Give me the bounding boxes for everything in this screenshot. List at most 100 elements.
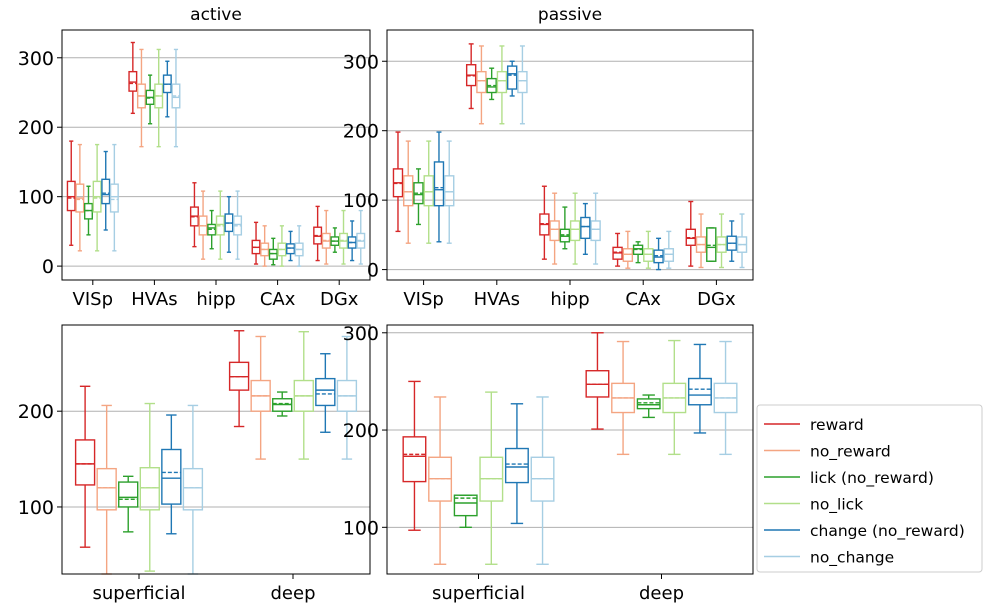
box-lick-no-reward--visp: [413, 168, 424, 226]
box-lick-no-reward--hvas: [145, 74, 155, 125]
box-iqr: [139, 466, 160, 511]
box-iqr: [687, 377, 712, 406]
box-no-lick-visp: [423, 140, 434, 244]
y-tick-label: 300: [18, 48, 54, 70]
box-no-lick-deep: [662, 339, 687, 456]
box-lick-no-reward--superficial: [118, 475, 139, 533]
box-reward-deep: [228, 330, 250, 428]
box-no-lick-hipp: [215, 190, 225, 260]
legend-label: reward: [810, 416, 864, 434]
box-iqr: [549, 220, 560, 242]
box-reward-visp: [392, 131, 404, 233]
y-tick-label: 100: [343, 517, 379, 539]
box-reward-dgx: [313, 205, 323, 262]
box-lick-no-reward--hipp: [207, 209, 217, 250]
box-reward-superficial: [402, 380, 427, 531]
box-iqr: [517, 70, 528, 94]
box-no-change-deep: [336, 335, 358, 460]
box-no-change-cax: [294, 225, 304, 267]
axes-frame: [386, 324, 754, 575]
legend-item-lick: lick (no_reward): [764, 469, 934, 488]
box-change-no-reward--cax: [653, 237, 664, 271]
panel-4: 100 200 300 superficial deep: [343, 323, 754, 604]
box-no-change-hvas: [517, 45, 528, 125]
x-tick-label: CAx: [625, 289, 661, 310]
box-reward-dgx: [685, 200, 696, 267]
box-change-no-reward--dgx: [347, 220, 357, 262]
box-reward-hipp: [189, 182, 199, 248]
box-no-change-hipp: [233, 190, 243, 260]
box-change-no-reward--deep: [315, 353, 336, 433]
legend-label: lick (no_reward): [810, 469, 934, 488]
y-tick-label: 200: [18, 401, 54, 423]
box-no-change-dgx: [356, 209, 366, 265]
box-reward-cax: [251, 221, 261, 265]
box-reward-hvas: [465, 43, 477, 110]
box-lick-no-reward--visp: [83, 185, 93, 236]
y-tick-label: 200: [343, 121, 379, 143]
box-reward-visp: [66, 140, 76, 246]
box-iqr: [506, 65, 518, 90]
x-tick-label: deep: [639, 583, 684, 604]
box-iqr: [636, 398, 661, 410]
box-iqr: [580, 216, 591, 240]
box-no-reward-hvas: [136, 48, 146, 148]
box-no-reward-dgx: [695, 213, 707, 269]
box-no-reward-superficial: [96, 404, 117, 575]
box-no-change-hipp: [590, 192, 601, 265]
y-tick-label: 0: [367, 260, 379, 282]
axes-frame: [61, 324, 371, 575]
legend-label: no_reward: [810, 443, 891, 462]
box-iqr: [444, 175, 455, 207]
y-tick-label: 0: [42, 256, 54, 278]
box-change-no-reward--hvas: [162, 60, 172, 118]
x-tick-label: hipp: [550, 289, 589, 310]
legend-item-no-reward: no_reward: [764, 443, 891, 462]
x-tick-label: deep: [271, 583, 316, 604]
box-change-no-reward--superficial: [504, 403, 529, 525]
x-tick-label: hipp: [196, 289, 235, 310]
box-change-no-reward--hvas: [506, 60, 518, 97]
box-no-reward-visp: [403, 140, 414, 244]
box-change-no-reward--visp: [433, 131, 445, 243]
box-lick-no-reward--cax: [632, 241, 644, 264]
box-no-reward-deep: [611, 340, 636, 456]
box-no-lick-cax: [643, 230, 654, 269]
box-no-reward-visp: [75, 143, 85, 252]
panel-title: passive: [538, 5, 602, 25]
x-tick-label: VISp: [73, 289, 113, 310]
box-no-reward-cax: [622, 230, 634, 269]
x-tick-label: VISp: [403, 289, 443, 310]
box-iqr: [423, 175, 434, 207]
box-no-reward-hipp: [549, 192, 560, 265]
legend-frame: [756, 404, 983, 573]
box-iqr: [402, 436, 427, 483]
panel-title: active: [190, 5, 242, 25]
legend-label: no_lick: [810, 496, 863, 515]
box-iqr: [403, 175, 414, 207]
box-iqr: [101, 178, 111, 205]
box-no-lick-hipp: [569, 192, 581, 265]
box-no-reward-hipp: [198, 190, 208, 260]
box-iqr: [476, 70, 487, 94]
x-tick-label: DGx: [697, 289, 736, 310]
y-tick-label: 200: [18, 117, 54, 139]
panel-2: 0 100 200 300 VISp HVAs hipp CAx DGx passive: [343, 5, 754, 310]
box-change-no-reward--superficial: [161, 414, 182, 535]
box-change-no-reward--cax: [286, 230, 296, 262]
y-tick-label: 300: [343, 323, 379, 345]
box-iqr: [569, 220, 581, 242]
box-no-lick-deep: [293, 331, 314, 460]
box-reward-deep: [585, 332, 610, 430]
x-tick-label: superficial: [432, 583, 525, 604]
box-iqr: [590, 220, 601, 242]
box-no-change-superficial: [530, 396, 555, 565]
box-no-change-deep: [713, 340, 738, 456]
x-tick-label: DGx: [320, 289, 359, 310]
box-no-reward-cax: [260, 225, 270, 267]
box-no-reward-superficial: [428, 396, 453, 565]
x-tick-label: superficial: [93, 583, 186, 604]
box-change-no-reward--visp: [101, 150, 111, 231]
x-tick-label: CAx: [260, 289, 296, 310]
